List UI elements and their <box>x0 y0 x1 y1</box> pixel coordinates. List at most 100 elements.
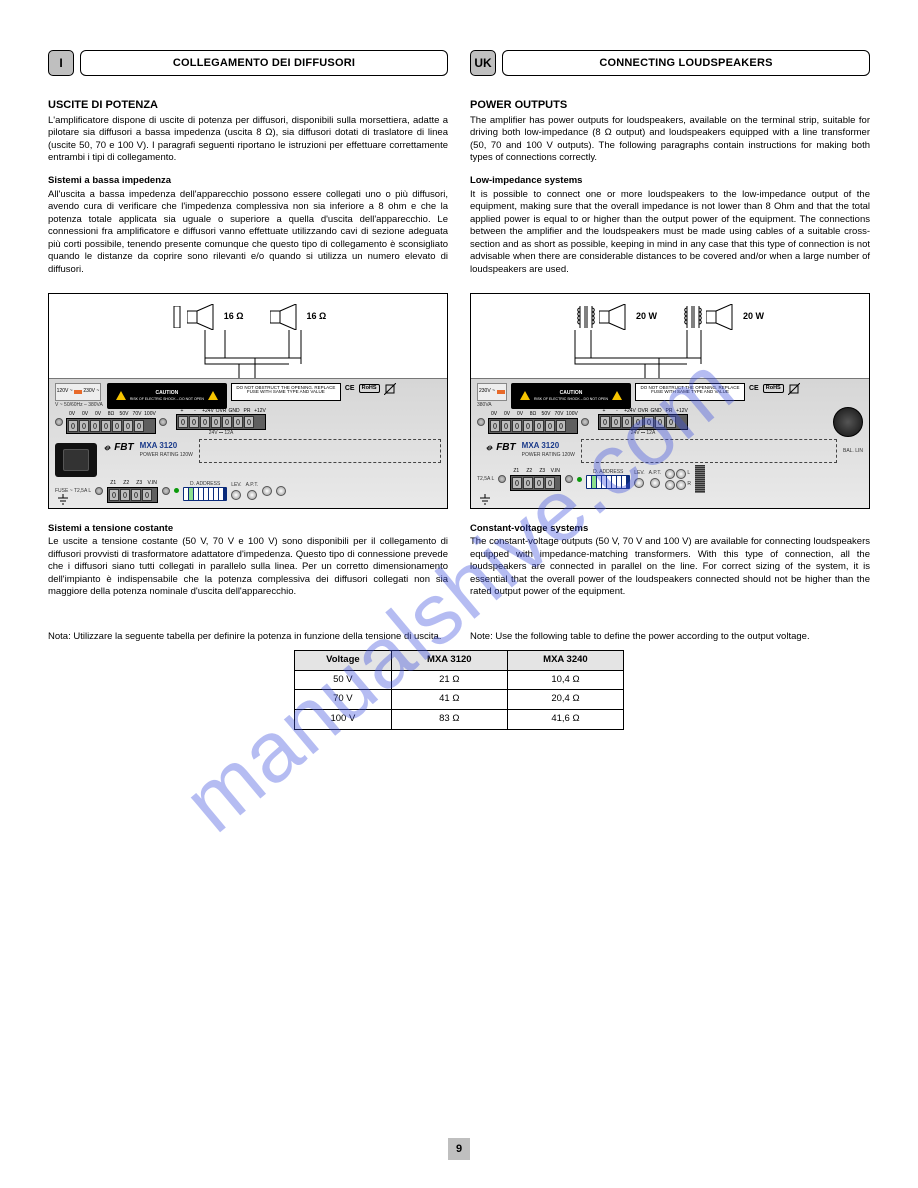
output-terminal-labels: 0V 0V 0V 8Ω 50V 70V 100V <box>66 411 156 418</box>
impedance-table: Voltage MXA 3120 MXA 3240 50 V 21 Ω 10,4… <box>294 650 624 730</box>
tl-24v: +24V <box>202 408 214 415</box>
option-slot <box>199 439 441 463</box>
td: 41,6 Ω <box>507 710 623 730</box>
sub2-body-en: The constant-voltage outputs (50 V, 70 V… <box>470 536 870 599</box>
warning-triangle-icon <box>208 391 218 400</box>
model-label: MXA 3120 <box>522 441 575 452</box>
status-led-icon <box>577 477 582 482</box>
table-row: 50 V 21 Ω 10,4 Ω <box>295 670 624 690</box>
screw-icon <box>477 418 485 426</box>
caution-sub: RISK OF ELECTRIC SHOCK – DO NOT OPEN <box>534 397 608 402</box>
tl-0v: 0V <box>501 411 513 418</box>
mains-va: 380VA <box>477 402 507 409</box>
caution-sub: RISK OF ELECTRIC SHOCK – DO NOT OPEN <box>130 397 204 402</box>
tl-plus: + <box>598 408 610 415</box>
aux-terminal-labels: + - +24V OVR GND PR +12V <box>176 408 266 415</box>
th-mxa3240: MXA 3240 <box>507 650 623 670</box>
th-mxa3120: MXA 3120 <box>391 650 507 670</box>
model-label: MXA 3120 <box>140 441 193 452</box>
rca-r-icon <box>665 480 675 490</box>
voltage-selector: 120V ~ 230V ~ <box>55 383 101 401</box>
transformer-icon <box>683 304 703 330</box>
sub2-body-it: Le uscite a tensione costante (50 V, 70 … <box>48 536 448 599</box>
tl-0v: 0V <box>92 411 104 418</box>
warning-triangle-icon <box>612 391 622 400</box>
col-it: USCITE DI POTENZA L'amplificatore dispon… <box>48 98 448 287</box>
speaker-icon <box>187 304 221 330</box>
tl-pr: PR <box>663 408 675 415</box>
table-section: Nota: Utilizzare la seguente tabella per… <box>48 631 870 730</box>
speaker-1-label: 20 W <box>636 310 657 322</box>
ce-mark-icon: CE <box>749 384 759 393</box>
ch-l-label: L <box>687 470 690 477</box>
apt-label: A.P.T. <box>246 482 259 489</box>
tl-24v: +24V <box>624 408 636 415</box>
dip-label: D. ADDRESS <box>190 481 220 488</box>
dip-switch <box>183 487 227 501</box>
zl-vin: V.IN <box>146 480 158 487</box>
tl-pr: PR <box>241 408 253 415</box>
col-en: POWER OUTPUTS The amplifier has power ou… <box>470 98 870 287</box>
zone-labels: Z1 Z2 Z3 V.IN <box>107 480 158 487</box>
wiring-icon <box>547 330 757 380</box>
tl-100v: 100V <box>144 411 156 418</box>
resistor-icon <box>170 306 184 328</box>
voltage-slider-icon <box>497 390 505 394</box>
zl-z3: Z3 <box>133 480 145 487</box>
zl-vin: V.IN <box>549 468 561 475</box>
apt-pot-icon <box>650 478 660 488</box>
td: 100 V <box>295 710 392 730</box>
sub2-title-it: Sistemi a tensione costante <box>48 523 448 536</box>
sub1-title-en: Low-impedance systems <box>470 175 870 188</box>
caution-label: CAUTION RISK OF ELECTRIC SHOCK – DO NOT … <box>511 383 631 409</box>
voltage-slider-icon <box>74 390 82 394</box>
rca-jack-icon <box>262 486 272 496</box>
rca-r-icon <box>676 480 686 490</box>
transformer-icon <box>576 304 596 330</box>
screw-icon <box>162 487 170 495</box>
output-terminal-block <box>66 418 156 434</box>
heading-en: POWER OUTPUTS <box>470 98 870 113</box>
aux-terminal-block <box>176 414 266 430</box>
tl-50v: 50V <box>540 411 552 418</box>
intro-en: The amplifier has power outputs for loud… <box>470 115 870 165</box>
speaker-2-label: 20 W <box>743 310 764 322</box>
screw-icon <box>55 418 63 426</box>
screw-icon <box>581 418 589 426</box>
rohs-badge: RoHS <box>359 384 380 393</box>
volt-230-label: 230V ~ <box>479 388 495 395</box>
tl-50v: 50V <box>118 411 130 418</box>
aux-note: 24V ⎓ 12A <box>598 430 688 437</box>
td: 50 V <box>295 670 392 690</box>
tl-0v: 0V <box>488 411 500 418</box>
lang-chip-en: UK <box>470 50 496 76</box>
header-right: UK CONNECTING LOUDSPEAKERS <box>470 50 870 76</box>
tl-plus: + <box>176 408 188 415</box>
zl-z1: Z1 <box>510 468 522 475</box>
speaker-1: 16 Ω <box>170 304 244 330</box>
tl-ovr: OVR <box>215 408 227 415</box>
fuse-label: T2,5A L <box>477 476 494 483</box>
brand-logo: ⦵ FBT <box>103 441 134 455</box>
zl-z3: Z3 <box>536 468 548 475</box>
tl-gnd: GND <box>228 408 240 415</box>
sub1-body-it: All'uscita a bassa impedenza dell'appare… <box>48 189 448 277</box>
page-number: 9 <box>448 1138 470 1160</box>
rear-panel: 230V ~ 380VA CAUTION RISK OF ELECTRIC SH… <box>471 378 869 508</box>
rear-panel: 120V ~ 230V ~ V ~ 50/60Hz – 380VA CAUTIO… <box>49 378 447 508</box>
th-voltage: Voltage <box>295 650 392 670</box>
tl-0v: 0V <box>514 411 526 418</box>
td: 83 Ω <box>391 710 507 730</box>
header-left: I COLLEGAMENTO DEI DIFFUSORI <box>48 50 448 76</box>
rca-l-icon <box>676 469 686 479</box>
rohs-badge: RoHS <box>763 384 784 393</box>
caution-text: CAUTION <box>155 390 178 397</box>
sub2-title-en: Constant-voltage systems <box>470 523 870 536</box>
zone-terminal-block <box>107 487 158 503</box>
aux-note: 24V ⎓ 12A <box>176 430 266 437</box>
volt-230-label: 230V ~ <box>83 388 99 395</box>
caution-text: CAUTION <box>560 390 583 397</box>
screw-icon <box>498 475 506 483</box>
output-terminal-block <box>488 418 578 434</box>
brand-logo: ⦵ FBT <box>485 441 516 455</box>
